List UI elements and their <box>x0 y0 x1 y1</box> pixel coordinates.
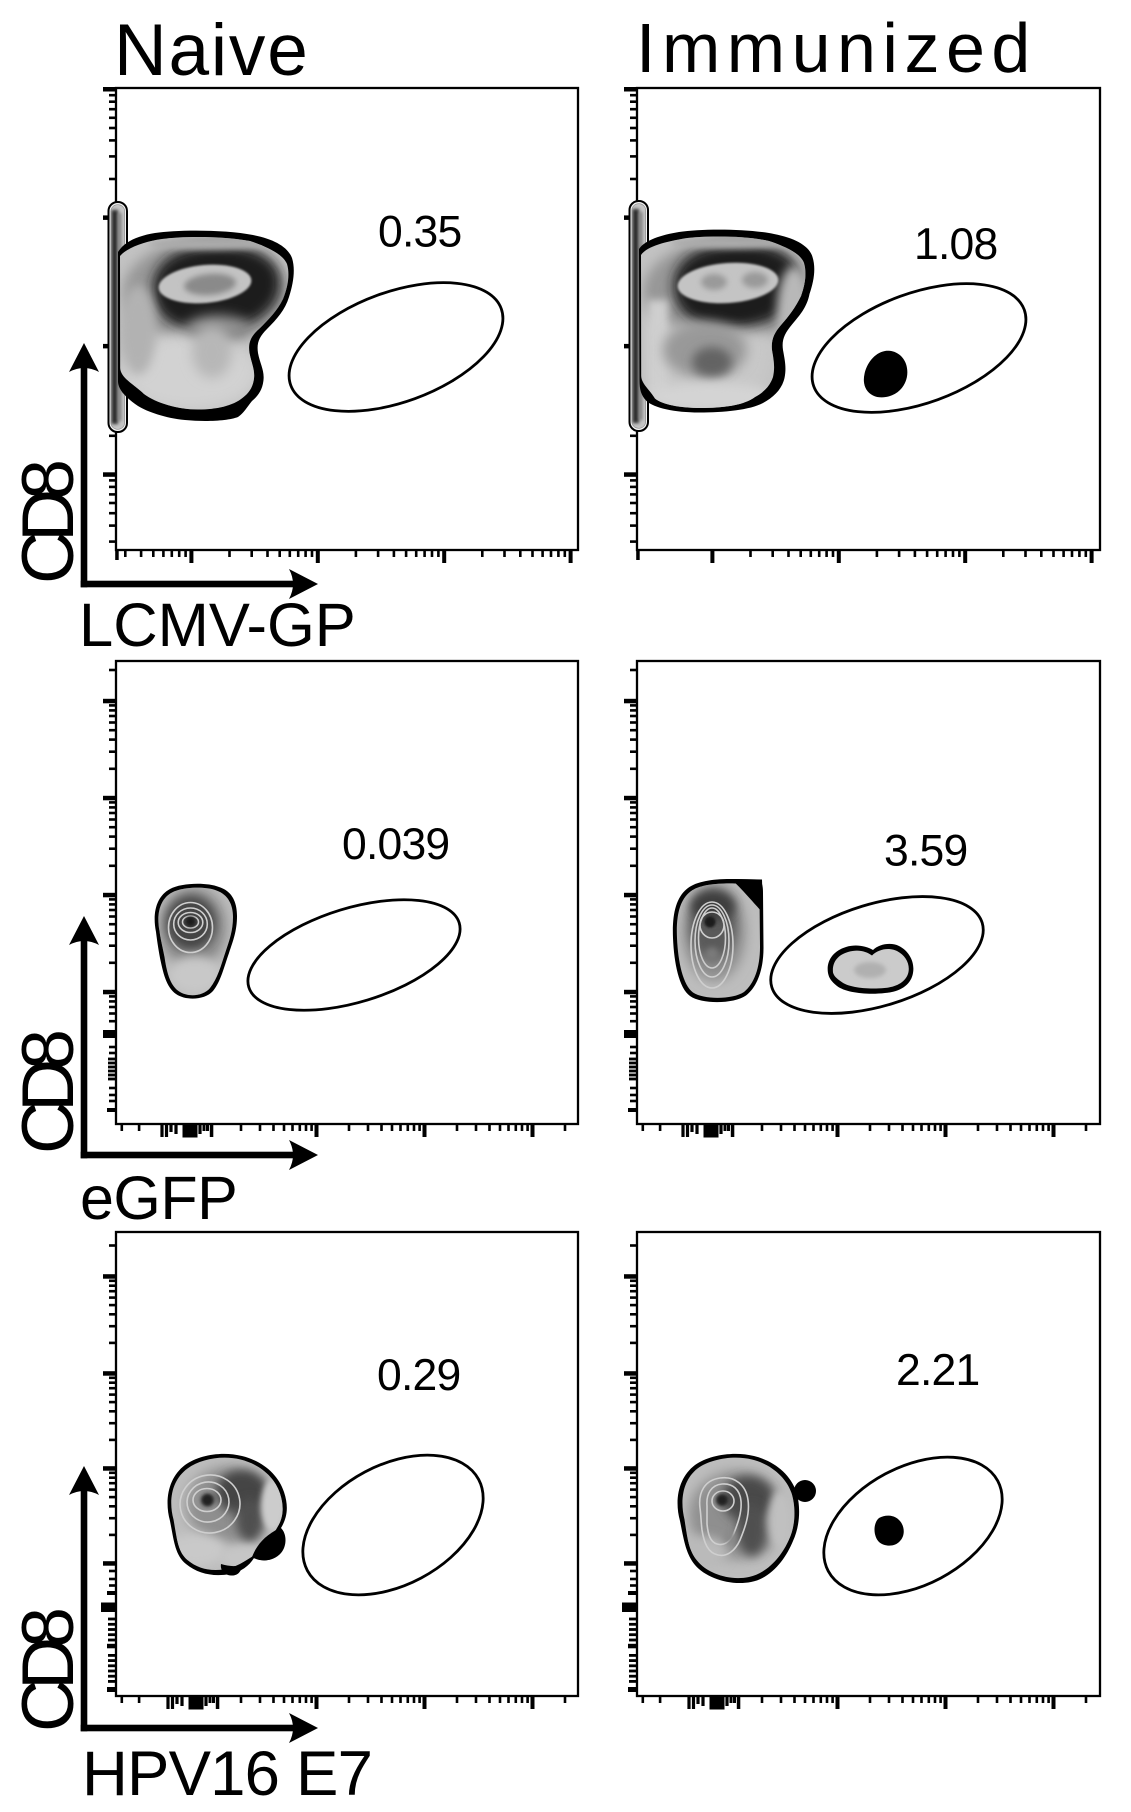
svg-text:Immunized: Immunized <box>636 9 1037 87</box>
svg-text:0.35: 0.35 <box>378 208 461 257</box>
svg-text:eGFP: eGFP <box>80 1164 237 1232</box>
svg-text:0.039: 0.039 <box>342 820 449 869</box>
svg-text:Naive: Naive <box>114 10 310 91</box>
svg-text:HPV16 E7: HPV16 E7 <box>82 1739 372 1809</box>
svg-text:LCMV-GP: LCMV-GP <box>79 591 356 660</box>
svg-text:0.29: 0.29 <box>377 1351 460 1400</box>
svg-text:CD8: CD8 <box>8 1032 89 1154</box>
svg-text:2.21: 2.21 <box>896 1346 979 1395</box>
svg-text:3.59: 3.59 <box>884 827 967 876</box>
svg-text:CD8: CD8 <box>8 462 89 584</box>
svg-text:CD8: CD8 <box>8 1610 89 1732</box>
svg-text:1.08: 1.08 <box>914 220 997 269</box>
